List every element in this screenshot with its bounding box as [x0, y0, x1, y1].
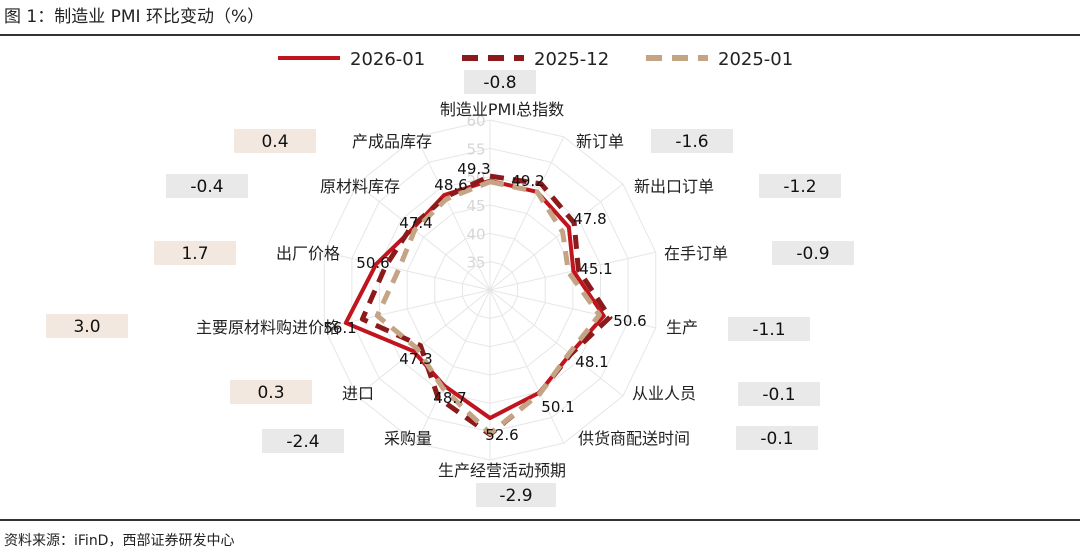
change-value: -2.4	[286, 432, 319, 452]
data-label: 45.1	[579, 260, 612, 278]
change-box	[154, 241, 236, 265]
category-label: 在手订单	[664, 244, 728, 263]
data-label: 47.3	[399, 350, 432, 368]
change-box	[230, 380, 312, 404]
change-box	[234, 129, 316, 153]
change-value: 0.3	[257, 383, 284, 403]
data-label: 48.1	[575, 353, 608, 371]
legend-label: 2025-12	[534, 49, 609, 70]
change-value: -0.4	[190, 177, 223, 197]
category-label: 原材料库存	[320, 177, 400, 196]
legend-label: 2025-01	[718, 49, 793, 70]
grid-spoke	[415, 289, 491, 444]
change-box	[728, 317, 810, 341]
grid-spoke	[324, 251, 491, 291]
grid-spoke	[489, 136, 565, 291]
data-label: 48.6	[434, 176, 467, 194]
change-value: -0.8	[483, 73, 516, 93]
change-box	[759, 174, 841, 198]
change-value: -0.1	[760, 429, 793, 449]
category-label: 供货商配送时间	[578, 429, 690, 448]
change-value: -2.9	[499, 486, 532, 506]
category-label: 主要原材料购进价格	[196, 318, 340, 337]
change-box	[772, 241, 854, 265]
category-label: 生产	[666, 318, 698, 337]
series-line-2025-01	[374, 179, 602, 436]
category-label: 进口	[342, 384, 374, 403]
change-box	[166, 174, 248, 198]
category-label: 从业人员	[632, 384, 696, 403]
category-label: 出厂价格	[276, 244, 340, 263]
grid-spoke	[324, 289, 491, 329]
tick-label: 35	[466, 254, 485, 272]
category-label: 采购量	[384, 429, 432, 448]
grid-spoke	[489, 183, 624, 291]
change-value: 3.0	[73, 317, 100, 337]
change-value: -0.1	[762, 385, 795, 405]
tick-label: 45	[466, 197, 485, 215]
data-label: 49.3	[457, 160, 490, 178]
change-box	[651, 129, 733, 153]
change-value: 1.7	[181, 244, 208, 264]
change-value: -1.2	[783, 177, 816, 197]
change-value: -1.6	[675, 132, 708, 152]
grid-spoke	[489, 289, 565, 444]
data-label: 49.2	[511, 172, 544, 190]
data-label: 50.6	[356, 254, 389, 272]
change-box	[262, 429, 344, 453]
grid-spoke	[415, 136, 491, 291]
change-value: -0.9	[796, 244, 829, 264]
figure-title: 图 1：制造业 PMI 环比变动（%）	[4, 7, 265, 27]
change-value: -1.1	[752, 320, 785, 340]
tick-label: 40	[466, 225, 485, 243]
category-label: 新订单	[576, 132, 624, 151]
bottom-rule	[0, 519, 1080, 521]
data-label: 50.6	[613, 312, 646, 330]
change-box	[46, 314, 128, 338]
grid-spoke	[356, 289, 491, 397]
change-box	[476, 483, 556, 507]
change-box	[464, 70, 536, 94]
top-rule	[0, 34, 1080, 36]
data-label: 52.6	[485, 426, 518, 444]
tick-label: 60	[466, 112, 485, 130]
data-label: 47.4	[399, 214, 432, 232]
change-box	[736, 426, 818, 450]
data-label: 48.7	[433, 389, 466, 407]
category-label: 新出口订单	[634, 177, 714, 196]
data-label: 50.1	[541, 398, 574, 416]
grid-spoke	[489, 289, 656, 329]
data-label: 56.1	[323, 319, 356, 337]
tick-label: 55	[466, 140, 485, 158]
data-label: 47.8	[573, 210, 606, 228]
change-box	[738, 382, 820, 406]
source-note: 资料来源：iFinD，西部证券研发中心	[4, 533, 235, 549]
grid-spoke	[356, 183, 491, 291]
change-value: 0.4	[261, 132, 288, 152]
legend-label: 2026-01	[350, 49, 425, 70]
category-label: 生产经营活动预期	[438, 461, 566, 480]
category-label: 制造业PMI总指数	[440, 100, 564, 119]
category-label: 产成品库存	[352, 132, 432, 151]
grid-spoke	[489, 289, 624, 397]
